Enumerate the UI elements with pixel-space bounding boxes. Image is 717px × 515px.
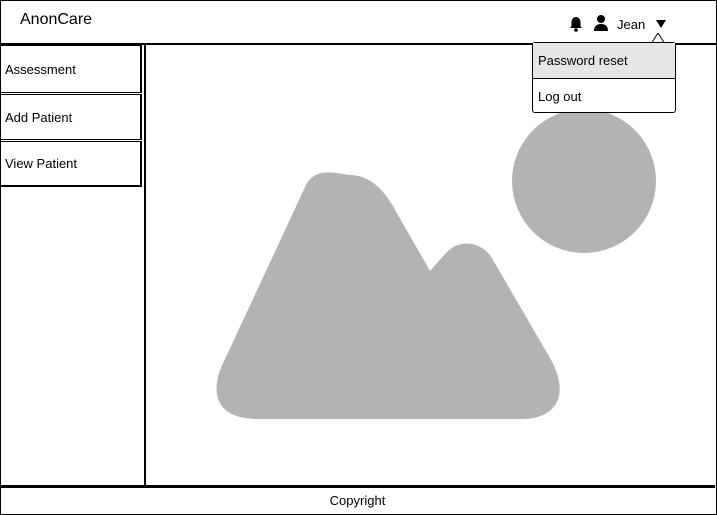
sidebar-item-label: Assessment bbox=[5, 61, 76, 77]
user-dropdown-menu: Password reset Log out bbox=[532, 42, 676, 113]
caret-down-icon[interactable] bbox=[656, 20, 666, 28]
copyright-text: Copyright bbox=[329, 493, 386, 508]
footer: Copyright bbox=[0, 485, 715, 513]
password-reset-menu-item[interactable]: Password reset bbox=[533, 43, 675, 79]
menu-item-label: Log out bbox=[538, 89, 582, 104]
app-brand[interactable]: AnonCare bbox=[20, 11, 93, 28]
main-content bbox=[146, 45, 715, 485]
logout-menu-item[interactable]: Log out bbox=[533, 80, 675, 113]
user-icon[interactable] bbox=[593, 14, 609, 31]
image-placeholder-icon bbox=[216, 109, 656, 419]
sidebar-item-assessment[interactable]: Assessment bbox=[0, 45, 142, 93]
username-label[interactable]: Jean bbox=[617, 17, 646, 32]
sidebar-item-label: Add Patient bbox=[5, 109, 73, 125]
sidebar: Assessment Add Patient View Patient bbox=[0, 44, 146, 486]
sidebar-item-add-patient[interactable]: Add Patient bbox=[0, 94, 142, 140]
menu-item-label: Password reset bbox=[538, 53, 628, 68]
top-header: AnonCare Jean bbox=[1, 1, 716, 45]
sidebar-item-label: View Patient bbox=[5, 156, 78, 171]
bell-icon[interactable] bbox=[568, 16, 584, 32]
sidebar-item-view-patient[interactable]: View Patient bbox=[0, 141, 142, 187]
